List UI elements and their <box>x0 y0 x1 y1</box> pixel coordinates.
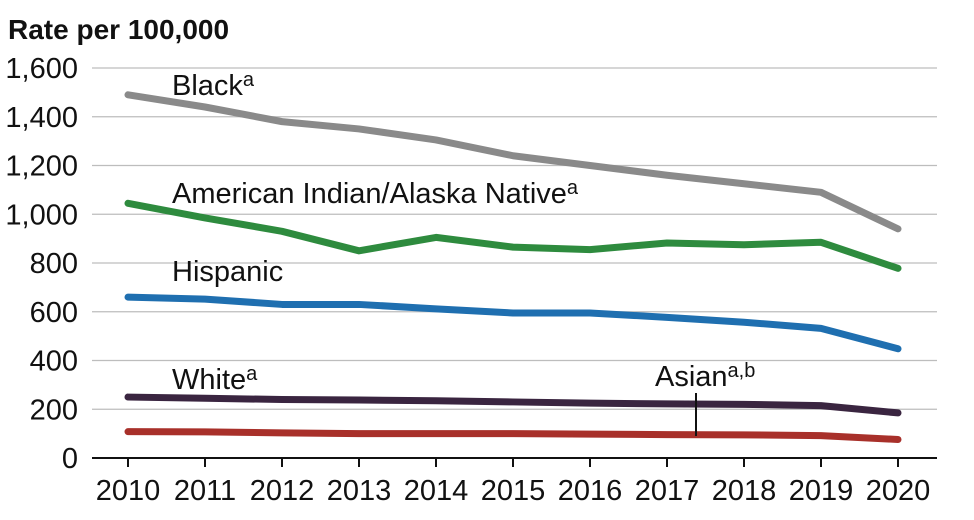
series-label: American Indian/Alaska Nativea <box>172 177 579 210</box>
x-tick-label: 2020 <box>866 475 931 507</box>
y-tick-label: 1,600 <box>5 53 78 85</box>
y-tick-label: 1,400 <box>5 102 78 134</box>
gridlines <box>92 67 937 410</box>
series-lines <box>124 91 902 443</box>
series-label: Asiana,b <box>655 360 755 393</box>
y-tick-label: 400 <box>30 346 78 378</box>
x-tick-label: 2017 <box>635 475 700 507</box>
x-tick-label: 2010 <box>96 475 161 507</box>
x-tick-label: 2013 <box>327 475 392 507</box>
series-label: Blacka <box>172 69 255 102</box>
series-line <box>124 91 902 233</box>
x-tick-label: 2016 <box>558 475 623 507</box>
y-tick-label: 0 <box>62 443 78 475</box>
x-tick-label: 2012 <box>250 475 315 507</box>
series-line <box>124 428 902 443</box>
series-labels: Blacka American Indian/Alaska Nativea Hisp… <box>172 69 755 396</box>
y-tick-label: 800 <box>30 248 78 280</box>
x-tick-label: 2011 <box>174 475 236 507</box>
y-tick-label: 600 <box>30 297 78 329</box>
x-tick-label: 2019 <box>789 475 854 507</box>
x-tick-label: 2018 <box>712 475 777 507</box>
series-label: Whitea <box>172 363 258 396</box>
y-axis-title: Rate per 100,000 <box>8 14 229 45</box>
series-label: Hispanic <box>172 256 283 288</box>
y-tick-label: 1,000 <box>5 199 78 231</box>
x-tick-label: 2015 <box>481 475 546 507</box>
series-line <box>124 393 902 417</box>
series-line <box>124 199 902 272</box>
y-tick-label: 200 <box>30 394 78 426</box>
y-tick-label: 1,200 <box>5 151 78 183</box>
x-tick-label: 2014 <box>404 475 469 507</box>
series-line <box>124 293 902 353</box>
axes: 0 200 400 600 800 1,000 1,200 1,400 1,600 2010 201… <box>5 53 937 507</box>
